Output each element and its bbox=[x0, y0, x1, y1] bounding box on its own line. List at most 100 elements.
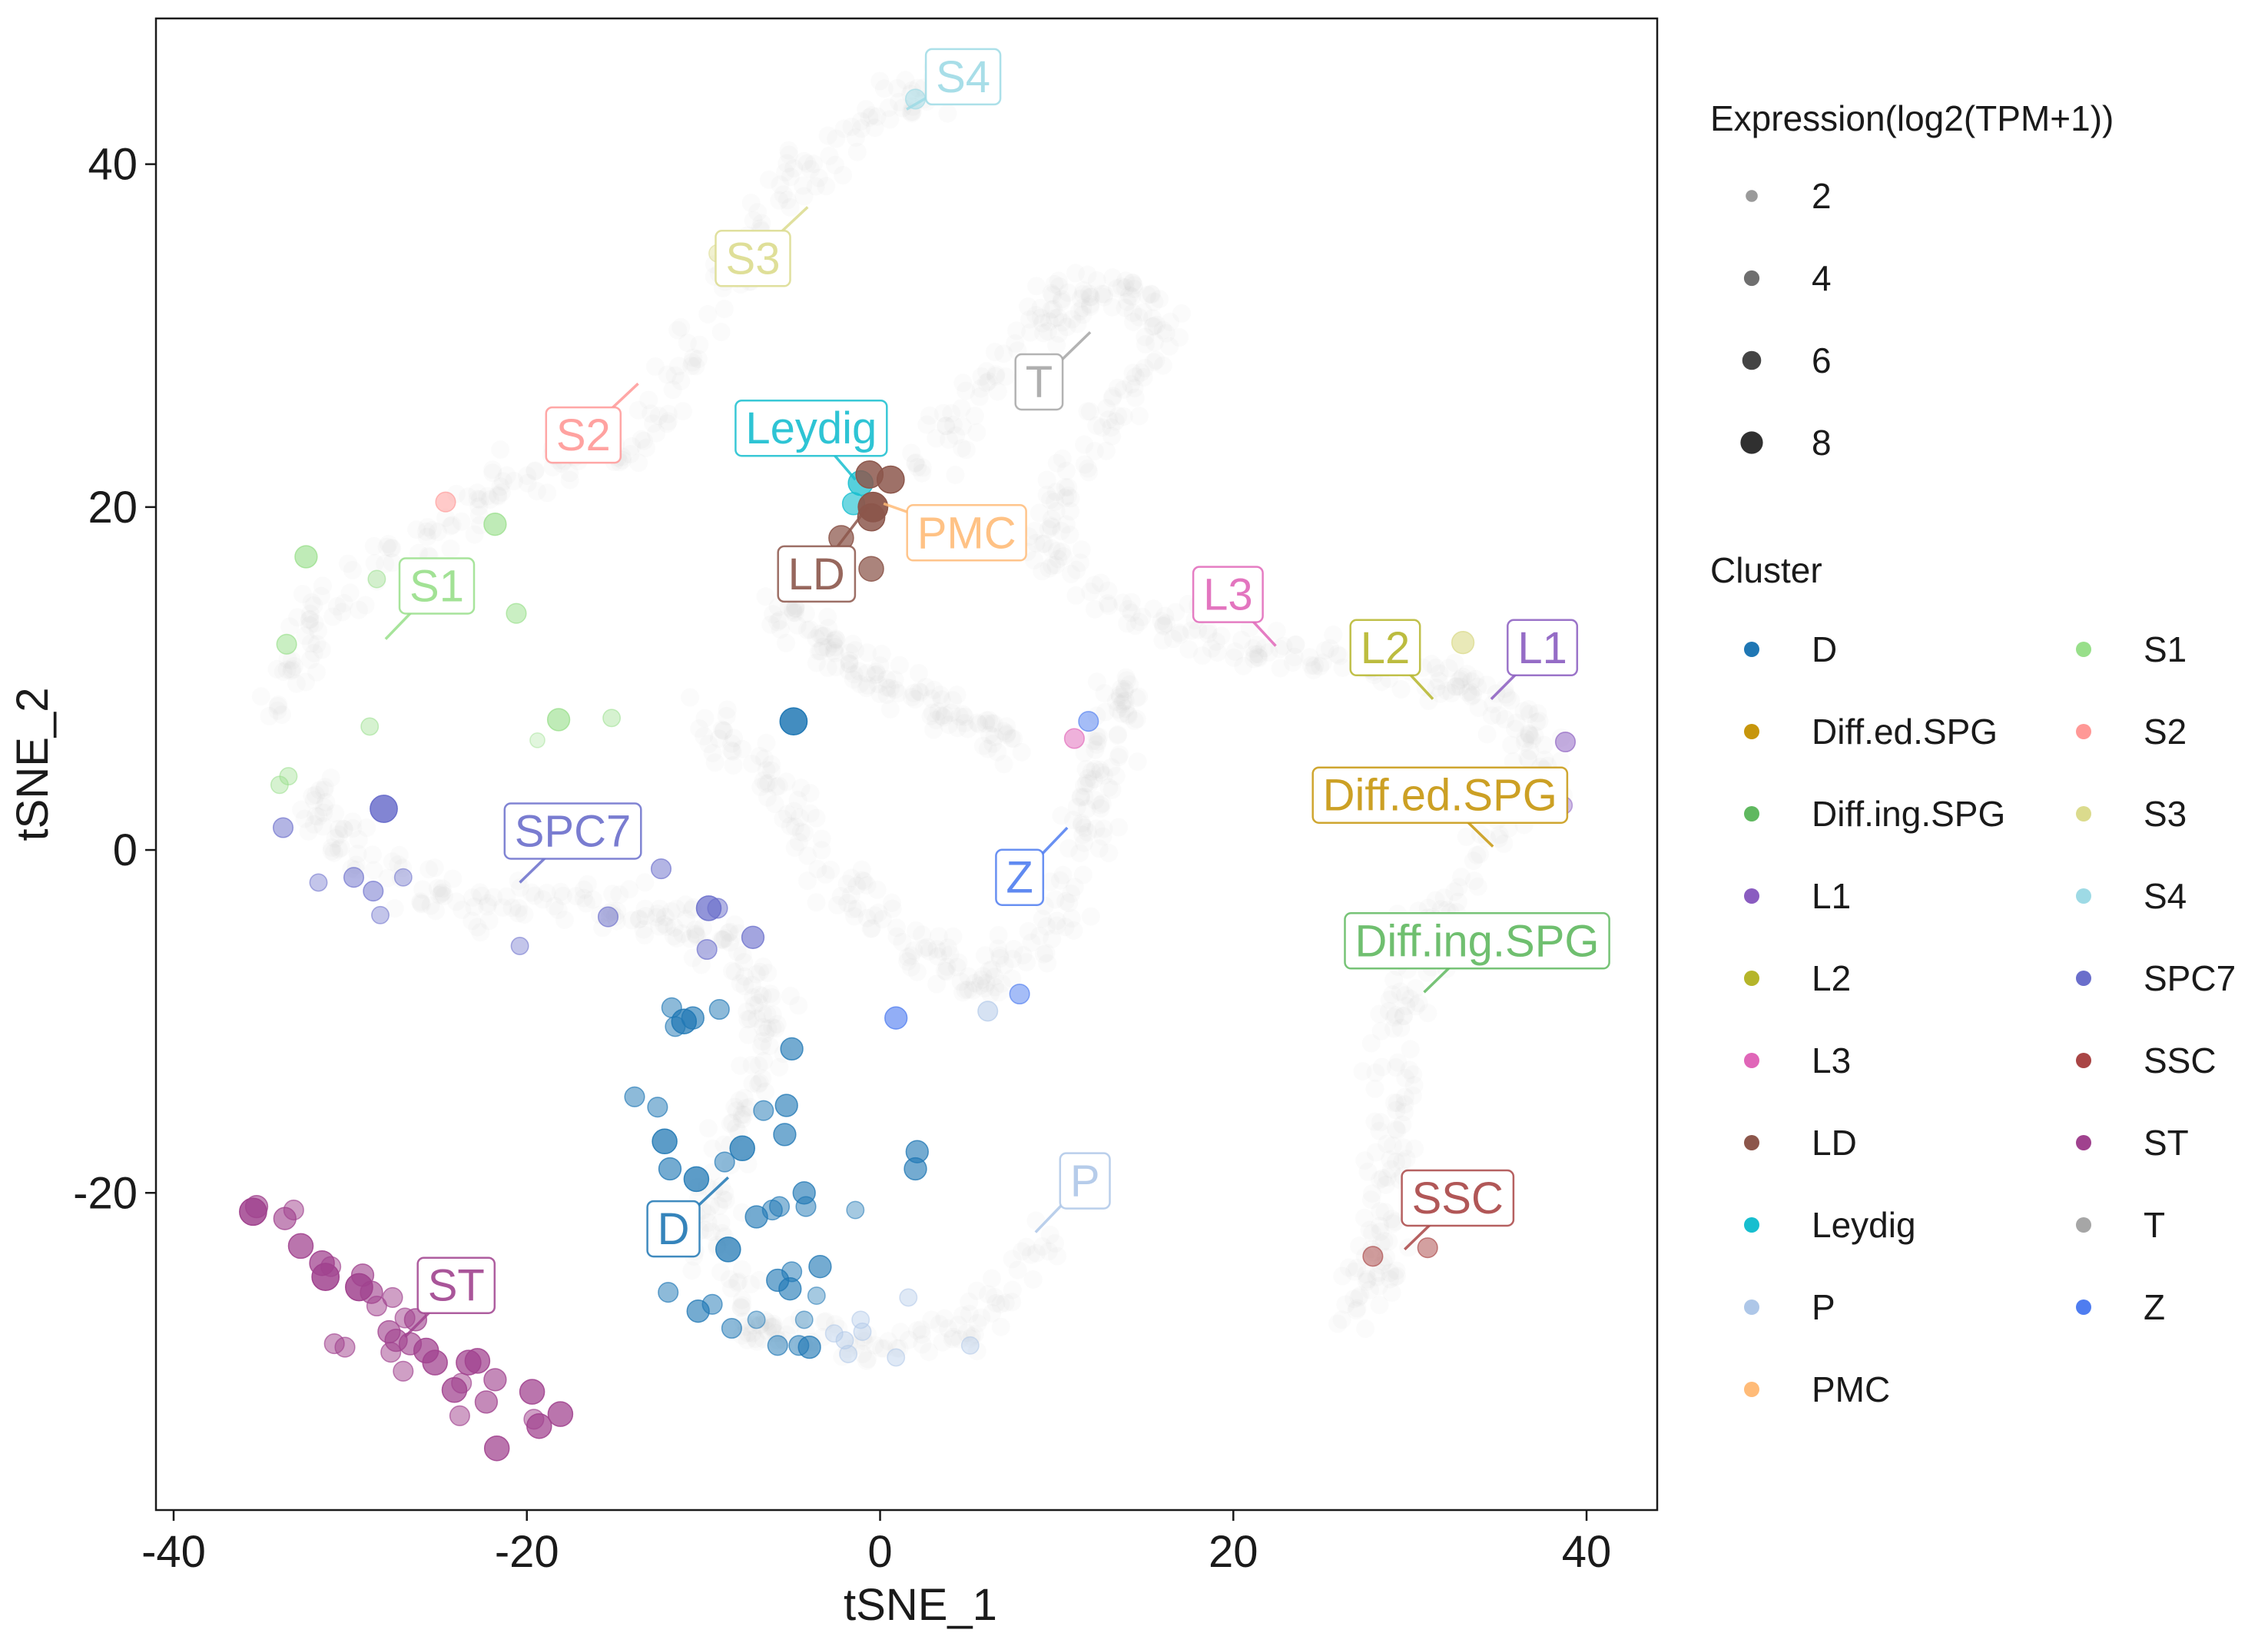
background-cell bbox=[735, 977, 754, 996]
background-cell bbox=[733, 945, 752, 964]
background-cell bbox=[685, 920, 705, 939]
background-cell bbox=[834, 119, 854, 138]
background-cell bbox=[908, 458, 927, 476]
background-cell bbox=[752, 1037, 771, 1056]
background-cell bbox=[865, 906, 884, 925]
background-cell bbox=[833, 1347, 852, 1366]
background-cell bbox=[1108, 726, 1127, 745]
background-cell bbox=[913, 463, 932, 483]
background-cell bbox=[869, 903, 888, 922]
background-cell bbox=[1013, 1242, 1032, 1261]
background-cell bbox=[953, 439, 972, 458]
background-cell bbox=[953, 983, 972, 1002]
background-cell bbox=[1361, 1280, 1380, 1299]
background-cell bbox=[1030, 926, 1049, 945]
background-cell bbox=[943, 691, 962, 710]
background-cell bbox=[622, 436, 642, 456]
data-point bbox=[683, 1166, 710, 1193]
background-cell bbox=[1109, 407, 1128, 426]
background-cell bbox=[411, 894, 430, 913]
data-point bbox=[761, 1200, 783, 1221]
background-cell bbox=[1045, 493, 1064, 512]
cluster-label-text: L2 bbox=[1361, 623, 1411, 673]
cluster-legend-key bbox=[1744, 1053, 1759, 1068]
background-cell bbox=[877, 670, 897, 689]
background-cell bbox=[1285, 647, 1304, 666]
background-cell bbox=[1099, 844, 1119, 862]
data-point bbox=[367, 569, 386, 589]
background-cell bbox=[1225, 648, 1244, 667]
background-cell bbox=[748, 1074, 768, 1094]
background-cell bbox=[676, 895, 695, 914]
background-cell bbox=[1144, 317, 1163, 336]
background-cell bbox=[1117, 671, 1136, 690]
background-cell bbox=[1426, 659, 1445, 677]
background-cell bbox=[1385, 1212, 1404, 1231]
background-cell bbox=[1333, 1266, 1352, 1286]
background-cell bbox=[433, 879, 452, 898]
background-cell bbox=[1129, 407, 1149, 426]
background-cell bbox=[1095, 766, 1114, 785]
background-cell bbox=[1128, 752, 1147, 772]
background-cell bbox=[1520, 741, 1540, 760]
data-point bbox=[360, 717, 380, 736]
background-cell bbox=[1102, 758, 1121, 777]
data-point bbox=[483, 1435, 510, 1462]
background-cell bbox=[642, 404, 661, 423]
cluster-label: ST bbox=[403, 1256, 496, 1338]
background-cell bbox=[978, 739, 997, 758]
background-cell bbox=[1170, 623, 1189, 642]
background-cell bbox=[1369, 1276, 1388, 1296]
background-cell bbox=[299, 822, 318, 841]
background-cell bbox=[492, 483, 511, 502]
background-cell bbox=[870, 656, 890, 675]
background-cell bbox=[637, 438, 656, 457]
background-cell bbox=[1112, 695, 1132, 714]
background-cell bbox=[1074, 280, 1093, 300]
background-cell bbox=[872, 645, 891, 664]
background-cell bbox=[729, 1272, 748, 1291]
background-cell bbox=[272, 705, 291, 724]
background-cell bbox=[478, 897, 497, 916]
background-cell bbox=[293, 585, 312, 604]
background-cell bbox=[1002, 729, 1021, 748]
background-cell bbox=[621, 445, 640, 463]
background-cell bbox=[441, 516, 460, 536]
background-cell bbox=[977, 362, 996, 381]
background-cell bbox=[491, 477, 510, 496]
background-cell bbox=[1504, 752, 1523, 771]
data-point bbox=[774, 1094, 798, 1117]
background-cell bbox=[1071, 553, 1089, 573]
background-cell bbox=[1116, 278, 1135, 297]
background-cell bbox=[711, 323, 731, 341]
background-cell bbox=[996, 1293, 1015, 1313]
background-cell bbox=[976, 711, 996, 730]
background-cell bbox=[770, 611, 789, 630]
background-cell bbox=[658, 412, 678, 431]
background-cell bbox=[936, 417, 955, 436]
background-cell bbox=[1049, 277, 1069, 296]
background-cell bbox=[452, 512, 471, 531]
background-cell bbox=[1466, 669, 1485, 689]
data-point bbox=[887, 1348, 906, 1367]
background-cell bbox=[857, 100, 875, 119]
background-cell bbox=[1387, 1153, 1405, 1171]
background-cell bbox=[1120, 675, 1139, 694]
background-cell bbox=[622, 911, 642, 930]
background-cell bbox=[1189, 620, 1208, 639]
data-point bbox=[366, 1295, 387, 1317]
background-cell bbox=[1116, 271, 1135, 290]
background-cell bbox=[1372, 672, 1391, 692]
background-cell bbox=[950, 707, 970, 726]
background-cell bbox=[834, 166, 853, 184]
background-cell bbox=[847, 899, 867, 918]
background-cell bbox=[364, 536, 383, 556]
data-point bbox=[658, 1157, 682, 1181]
background-cell bbox=[518, 473, 537, 493]
background-cell bbox=[1530, 712, 1549, 731]
background-cell bbox=[1136, 335, 1155, 353]
background-cell bbox=[907, 921, 926, 940]
background-cell bbox=[363, 845, 382, 865]
cluster-legend-label: SSC bbox=[2144, 1041, 2217, 1080]
